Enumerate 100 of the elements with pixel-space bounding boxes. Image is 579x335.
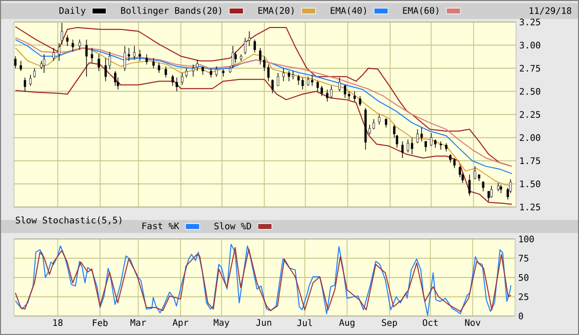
candlestick bbox=[254, 39, 256, 53]
candlestick bbox=[58, 42, 60, 62]
x-tick-label: Apr bbox=[172, 319, 188, 328]
x-tick-label: Nov bbox=[465, 319, 480, 326]
y-tick-label: 1.25 bbox=[520, 204, 540, 210]
candlestick bbox=[358, 96, 362, 107]
candlestick bbox=[60, 22, 64, 45]
candlestick bbox=[232, 46, 234, 69]
candlestick bbox=[468, 174, 471, 196]
y-tick-label: 2.50 bbox=[520, 88, 540, 95]
x-tick-label: Aug bbox=[339, 319, 354, 328]
candlestick bbox=[401, 140, 404, 158]
y-tick-label: 0 bbox=[518, 312, 524, 320]
y-tick-label: 2.25 bbox=[520, 111, 540, 118]
candlestick bbox=[306, 76, 310, 86]
y-tick-label: 100 bbox=[519, 236, 534, 242]
candlestick bbox=[338, 77, 341, 92]
candlestick bbox=[282, 68, 285, 82]
y-tick-label: 25 bbox=[518, 293, 528, 300]
candlestick bbox=[146, 54, 148, 65]
candlestick bbox=[158, 62, 160, 74]
candlestick bbox=[276, 72, 280, 86]
candlestick bbox=[24, 77, 26, 92]
candlestick bbox=[474, 166, 476, 180]
candlestick bbox=[288, 70, 290, 82]
y-tick-label: 1.75 bbox=[520, 157, 540, 164]
y-tick-label: 3.00 bbox=[520, 42, 540, 49]
candlestick bbox=[244, 37, 246, 55]
candlestick bbox=[20, 60, 22, 72]
candlestick bbox=[292, 70, 294, 80]
candlestick bbox=[114, 70, 116, 86]
candlestick bbox=[90, 48, 94, 64]
candlestick bbox=[248, 30, 250, 46]
candlestick bbox=[210, 68, 212, 78]
candlestick bbox=[33, 68, 36, 78]
candlestick bbox=[29, 74, 32, 86]
candlestick bbox=[133, 46, 136, 60]
candlestick bbox=[192, 64, 194, 77]
candlestick bbox=[416, 128, 419, 144]
candlestick bbox=[406, 139, 410, 153]
candlestick bbox=[14, 56, 17, 69]
chart-title: Slow Stochastic(5,5) bbox=[16, 216, 122, 225]
candlestick bbox=[372, 118, 375, 130]
candlestick bbox=[176, 77, 178, 92]
candlestick bbox=[410, 137, 414, 155]
x-tick-label: Sep bbox=[382, 319, 397, 328]
candlestick bbox=[66, 34, 69, 46]
legend-label: Bollinger Bands(20) bbox=[121, 6, 222, 16]
candlestick bbox=[72, 39, 74, 52]
candlestick bbox=[52, 48, 55, 62]
legend-label: Fast %K bbox=[142, 222, 180, 230]
candlestick bbox=[98, 54, 100, 72]
x-tick-label: Mar bbox=[130, 319, 146, 326]
candlestick bbox=[259, 48, 262, 65]
candlestick bbox=[138, 49, 142, 62]
x-tick-label: 18 bbox=[53, 319, 63, 326]
candlestick bbox=[196, 60, 198, 72]
candlestick bbox=[344, 84, 346, 98]
candlestick bbox=[297, 74, 300, 86]
candlestick bbox=[78, 39, 81, 50]
candlestick bbox=[384, 118, 388, 128]
candlestick bbox=[424, 140, 427, 152]
x-tick-label: Oct bbox=[422, 319, 438, 326]
candlestick bbox=[453, 158, 456, 169]
candlestick bbox=[215, 66, 218, 77]
candlestick bbox=[320, 85, 323, 96]
legend-label: Slow %D bbox=[214, 222, 252, 230]
candlestick bbox=[124, 46, 126, 72]
candlestick bbox=[185, 68, 188, 78]
legend-label: Daily bbox=[59, 6, 86, 16]
candlestick bbox=[181, 72, 184, 86]
candlestick bbox=[85, 39, 88, 77]
y-tick-label: 2.75 bbox=[520, 64, 540, 72]
legend-label: EMA(40) bbox=[330, 6, 366, 15]
candlestick bbox=[301, 77, 304, 90]
candlestick bbox=[353, 91, 356, 102]
legend-label: EMA(20) bbox=[258, 6, 294, 15]
candlestick bbox=[316, 80, 319, 92]
candlestick bbox=[152, 58, 155, 69]
candlestick bbox=[271, 79, 274, 94]
candlestick bbox=[482, 180, 484, 192]
candlestick bbox=[330, 85, 333, 98]
candlestick bbox=[311, 74, 314, 86]
y-tick-label: 75 bbox=[518, 254, 528, 262]
candlestick bbox=[172, 74, 174, 86]
y-tick-label: 3.25 bbox=[520, 18, 540, 26]
candlestick bbox=[490, 185, 493, 198]
x-tick-label: Feb bbox=[92, 319, 108, 326]
y-tick-label: 1.50 bbox=[520, 180, 540, 188]
candlestick bbox=[378, 114, 380, 126]
x-tick-label: Jul bbox=[297, 319, 312, 326]
candlestick bbox=[164, 66, 167, 78]
candlestick bbox=[234, 51, 237, 64]
candlestick bbox=[430, 132, 432, 146]
y-tick-label: 50 bbox=[518, 274, 528, 281]
candlestick bbox=[420, 127, 423, 142]
text: 11/29/18 bbox=[530, 7, 572, 15]
x-tick-label: Jun bbox=[256, 319, 272, 326]
x-tick-label: May bbox=[214, 319, 230, 328]
candlestick bbox=[326, 89, 328, 102]
